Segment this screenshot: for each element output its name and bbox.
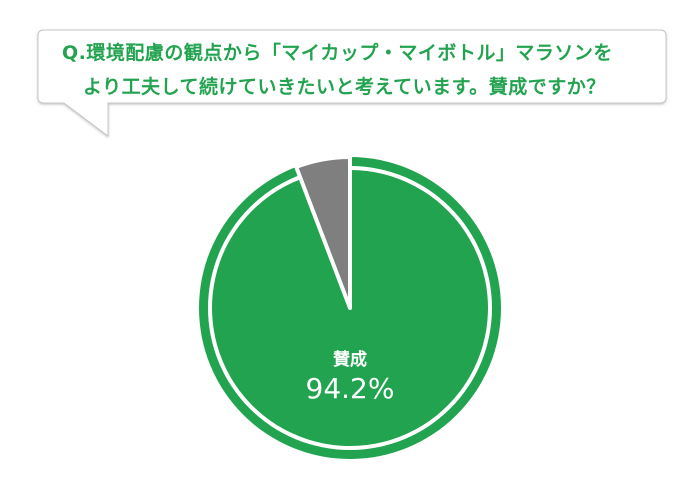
slice-label-category: 賛成 bbox=[333, 350, 367, 370]
question-line-1: Q.環境配慮の観点から「マイカップ・マイボトル」マラソンを bbox=[62, 42, 613, 64]
question-line-2: より工夫して続けていきたいと考えています。賛成ですか？ bbox=[83, 76, 606, 98]
pie-slice-1 bbox=[294, 155, 352, 310]
slice-label-value: 94.2% bbox=[305, 372, 395, 405]
